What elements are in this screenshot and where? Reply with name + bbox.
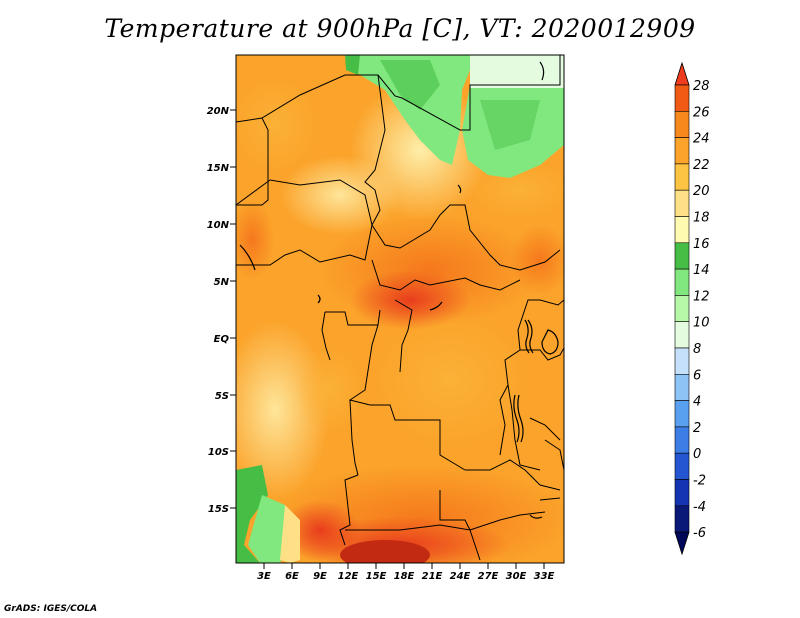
lat-axis: 20N 15N 10N 5N EQ 5S 10S 15S [207,106,236,515]
colorbar-band [674,295,690,322]
colorbar-label: 24 [693,132,710,147]
colorbar-label: 8 [693,342,701,357]
colorbar-band [674,505,690,533]
lon-label: 18E [394,571,415,582]
colorbar-label: -6 [693,526,706,541]
lat-label: EQ [214,334,230,345]
lat-label: 5S [215,391,229,402]
lon-label: 33E [534,571,555,582]
map-frame [235,54,565,564]
lon-axis: 3E 6E 9E 12E 15E 18E 21E 24E 27E 30E 33E [257,563,555,582]
colorbar-band [674,111,690,138]
lat-label: 10S [208,447,229,458]
lat-label: 10N [207,220,230,231]
lat-label: 15N [207,163,230,174]
colorbar-bottom-arrow [674,531,690,556]
lon-label: 24E [450,571,471,582]
colorbar-label: 10 [693,316,710,331]
colorbar-label: 22 [693,158,710,173]
colorbar-label: 14 [693,263,710,278]
lat-label: 15S [208,504,229,515]
lakes-and-coast [239,61,559,519]
colorbar-band [674,216,690,244]
colorbar-label: 26 [693,105,710,120]
colorbar-band [674,137,690,165]
colorbar-band [674,479,690,507]
lon-label: 6E [285,571,299,582]
colorbar-band [674,452,690,480]
lat-label: 5N [214,277,230,288]
temperature-field [236,55,564,563]
lon-label: 12E [338,571,359,582]
colorbar-band [674,268,690,296]
colorbar-label: -4 [693,500,706,515]
colorbar-label: 28 [693,79,710,94]
colorbar-band [674,347,690,375]
colorbar-band [674,321,690,349]
colorbar-label: 2 [693,421,701,436]
colorbar-band [674,163,690,191]
colorbar-label: 16 [693,237,710,252]
lon-label: 27E [478,571,499,582]
colorbar-band [674,426,690,454]
boundary-lines [236,55,564,561]
grads-credit: GrADS: IGES/COLA [4,604,98,614]
colorbar-label: 4 [693,395,701,410]
colorbar-label: 20 [693,184,710,199]
colorbar-band [674,373,690,401]
colorbar-band [674,189,690,217]
colorbar-label: 18 [693,211,710,226]
lon-label: 9E [313,571,327,582]
colorbar-band [674,242,690,270]
colorbar-top-arrow [674,61,690,86]
colorbar-label: 6 [693,368,701,383]
colorbar-band [674,84,690,112]
colorbar-band [674,400,690,428]
colorbar-label: 0 [693,447,701,462]
lat-label: 20N [207,106,230,117]
colorbar-label: 12 [693,289,710,304]
lon-label: 30E [506,571,527,582]
lon-label: 21E [422,571,443,582]
map-title: Temperature at 900hPa [C], VT: 202001290… [104,14,696,43]
colorbar-label: -2 [693,474,706,489]
lon-label: 15E [366,571,387,582]
lon-label: 3E [257,571,271,582]
